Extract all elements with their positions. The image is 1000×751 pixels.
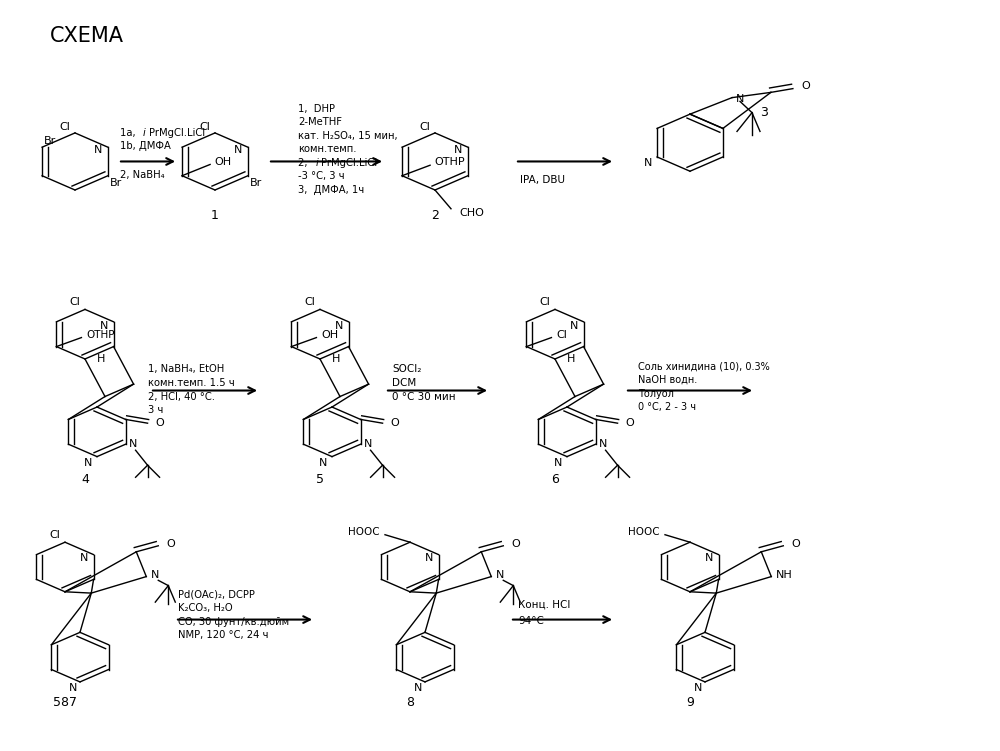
Text: HOOC: HOOC: [628, 526, 660, 537]
Text: PrMgCl.LiCl: PrMgCl.LiCl: [149, 128, 205, 138]
Text: N: N: [234, 145, 242, 155]
Text: Cl: Cl: [69, 297, 80, 307]
Text: O: O: [156, 418, 164, 428]
Text: N: N: [84, 457, 92, 468]
Text: SOCl₂: SOCl₂: [392, 364, 421, 375]
Text: N: N: [319, 457, 327, 468]
Text: Cl: Cl: [304, 297, 315, 307]
Text: 2-MeTHF: 2-MeTHF: [298, 117, 342, 128]
Text: Br: Br: [250, 178, 262, 189]
Text: H: H: [97, 354, 105, 364]
Text: HOOC: HOOC: [348, 526, 380, 537]
Text: -3 °C, 3 ч: -3 °C, 3 ч: [298, 171, 345, 182]
Text: N: N: [496, 570, 505, 580]
Text: 1,  DHP: 1, DHP: [298, 104, 335, 114]
Text: 8: 8: [406, 696, 414, 710]
Text: 0 °C, 2 - 3 ч: 0 °C, 2 - 3 ч: [638, 402, 696, 412]
Text: 3,  ДМФА, 1ч: 3, ДМФА, 1ч: [298, 185, 364, 195]
Text: Cl: Cl: [49, 529, 60, 540]
Text: CO, 30 фунт/кв.дюйм: CO, 30 фунт/кв.дюйм: [178, 617, 289, 627]
Text: Толуол: Толуол: [638, 388, 674, 399]
Text: N: N: [454, 145, 462, 155]
Text: 3 ч: 3 ч: [148, 405, 163, 415]
Text: Pd(OAc)₂, DCPP: Pd(OAc)₂, DCPP: [178, 590, 255, 600]
Text: кат. H₂SO₄, 15 мин,: кат. H₂SO₄, 15 мин,: [298, 131, 398, 141]
Text: OTHP: OTHP: [434, 157, 465, 167]
Text: O: O: [511, 539, 520, 549]
Text: OH: OH: [214, 157, 231, 167]
Text: 2,: 2,: [298, 158, 311, 168]
Text: O: O: [166, 539, 175, 549]
Text: O: O: [791, 539, 800, 549]
Text: N: N: [694, 683, 702, 693]
Text: Br: Br: [44, 136, 56, 146]
Text: N: N: [94, 145, 102, 155]
Text: O: O: [391, 418, 399, 428]
Text: N: N: [425, 553, 434, 563]
Text: N: N: [414, 683, 422, 693]
Text: Cl: Cl: [556, 330, 567, 339]
Text: OH: OH: [321, 330, 339, 339]
Text: N: N: [705, 553, 714, 563]
Text: комн.темп.: комн.темп.: [298, 144, 356, 155]
Text: комн.темп. 1.5 ч: комн.темп. 1.5 ч: [148, 378, 235, 388]
Text: IPA, DBU: IPA, DBU: [520, 175, 565, 185]
Text: i: i: [316, 158, 319, 168]
Text: N: N: [80, 553, 89, 563]
Text: Соль хинидина (10), 0.3%: Соль хинидина (10), 0.3%: [638, 361, 770, 372]
Text: N: N: [69, 683, 77, 693]
Text: 587: 587: [53, 696, 77, 710]
Text: NH: NH: [776, 570, 793, 580]
Text: H: H: [567, 354, 575, 364]
Text: 9: 9: [686, 696, 694, 710]
Text: N: N: [335, 321, 344, 330]
Text: N: N: [570, 321, 579, 330]
Text: 4: 4: [81, 472, 89, 486]
Text: 2, HCl, 40 °C.: 2, HCl, 40 °C.: [148, 391, 215, 402]
Text: 1: 1: [211, 209, 219, 222]
Text: O: O: [626, 418, 634, 428]
Text: N: N: [644, 158, 652, 168]
Text: N: N: [736, 94, 744, 104]
Text: 1, NaBH₄, EtOH: 1, NaBH₄, EtOH: [148, 364, 224, 375]
Text: 1b, ДМФА: 1b, ДМФА: [120, 141, 171, 152]
Text: Cl: Cl: [419, 122, 430, 132]
Text: N: N: [599, 439, 607, 449]
Text: NaOH водн.: NaOH водн.: [638, 375, 697, 385]
Text: i: i: [143, 128, 146, 138]
Text: Cl: Cl: [539, 297, 550, 307]
Text: 94°C: 94°C: [518, 616, 544, 626]
Text: Br: Br: [110, 178, 122, 189]
Text: K₂CO₃, H₂O: K₂CO₃, H₂O: [178, 603, 233, 614]
Text: N: N: [129, 439, 137, 449]
Text: Конц. HCl: Конц. HCl: [518, 599, 570, 610]
Text: 5: 5: [316, 472, 324, 486]
Text: 6: 6: [551, 472, 559, 486]
Text: 3: 3: [760, 106, 768, 119]
Text: H: H: [332, 354, 340, 364]
Text: 1a,: 1a,: [120, 128, 139, 138]
Text: СХЕМА: СХЕМА: [50, 26, 124, 47]
Text: NMP, 120 °C, 24 ч: NMP, 120 °C, 24 ч: [178, 630, 268, 641]
Text: N: N: [100, 321, 109, 330]
Text: PrMgCl.LiCl: PrMgCl.LiCl: [321, 158, 377, 168]
Text: CHO: CHO: [459, 207, 484, 218]
Text: N: N: [554, 457, 562, 468]
Text: N: N: [151, 570, 160, 580]
Text: N: N: [364, 439, 372, 449]
Text: 2, NaBH₄: 2, NaBH₄: [120, 170, 165, 180]
Text: DCM: DCM: [392, 378, 416, 388]
Text: 2: 2: [431, 209, 439, 222]
Text: 0 °C 30 мин: 0 °C 30 мин: [392, 391, 456, 402]
Text: OTHP: OTHP: [86, 330, 115, 339]
Text: Cl: Cl: [59, 122, 70, 132]
Text: Cl: Cl: [199, 122, 210, 132]
Text: O: O: [801, 81, 810, 92]
